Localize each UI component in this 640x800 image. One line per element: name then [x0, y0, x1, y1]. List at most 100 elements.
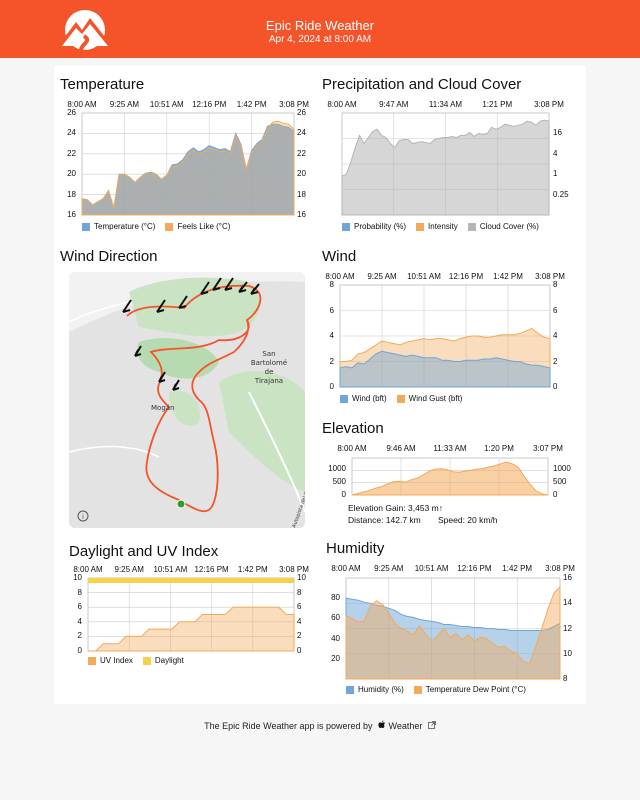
legend-cloud-cover: Cloud Cover (%) — [467, 222, 539, 231]
x-tick-label: 8:00 AM — [67, 100, 97, 109]
y-tick-label: 20 — [297, 169, 306, 179]
x-tick-label: 3:08 PM — [534, 100, 564, 109]
x-tick-label: 9:25 AM — [114, 565, 144, 574]
legend-label: Feels Like (°C) — [177, 222, 231, 231]
legend-daylight: Daylight — [142, 656, 184, 665]
legend-swatch — [142, 656, 151, 665]
x-tick-label: 1:42 PM — [493, 272, 523, 281]
daylight-uv-title: Daylight and UV Index — [69, 543, 219, 560]
x-tick-label: 10:51 AM — [407, 272, 441, 281]
y-tick-label: 4 — [77, 616, 82, 626]
y-tick-label: 14 — [563, 598, 572, 608]
info-circle-icon[interactable]: i — [77, 510, 89, 522]
y-tick-label: 6 — [553, 305, 558, 315]
precipitation-title: Precipitation and Cloud Cover — [322, 76, 522, 93]
y-tick-label: 16 — [67, 210, 76, 219]
footer-text: The Epic Ride Weather app is powered by — [204, 721, 373, 731]
x-tick-label: 1:42 PM — [237, 565, 268, 574]
y-tick-label: 2 — [329, 356, 334, 366]
legend-swatch — [82, 222, 90, 231]
map-canvas: Mogán San Bartolomé de Tirajana Autopist… — [69, 272, 305, 528]
legend-label: Intensity — [428, 222, 458, 231]
wind-title: Wind — [322, 248, 357, 265]
x-tick-label: 12:16 PM — [448, 272, 484, 281]
map-label-de: de — [265, 368, 274, 376]
temperature-chart — [81, 112, 295, 216]
x-tick-label: 8:00 AM — [331, 564, 361, 573]
x-tick-label: 3:08 PM — [535, 272, 565, 281]
legend-dew-point: Temperature Dew Point (°C) — [413, 685, 526, 694]
humidity-chart — [345, 577, 561, 680]
y-tick-label: 0 — [553, 490, 558, 499]
wind-gust-series — [339, 327, 551, 388]
y-tick-label: 20 — [331, 653, 340, 663]
y-tick-label: 8 — [77, 587, 82, 597]
x-tick-label: 9:25 AM — [374, 564, 404, 573]
map-label-mogan: Mogán — [151, 404, 175, 412]
x-tick-label: 11:33 AM — [433, 444, 467, 453]
x-tick-label: 12:16 PM — [194, 565, 229, 574]
legend-label: Daylight — [154, 656, 184, 665]
svg-text:i: i — [82, 513, 84, 521]
x-tick-label: 10:51 AM — [153, 565, 188, 574]
precipitation-chart — [341, 112, 550, 216]
y-tick-label: 10 — [73, 573, 82, 582]
y-tick-label: 24 — [297, 128, 306, 138]
map-label-tirajana: Tirajana — [254, 377, 283, 385]
x-tick-label: 9:25 AM — [367, 272, 397, 281]
legend-swatch — [346, 685, 354, 694]
x-tick-label: 11:34 AM — [428, 100, 463, 109]
footer: The Epic Ride Weather app is powered by … — [0, 720, 640, 731]
wind-direction-title: Wind Direction — [60, 248, 158, 265]
y-tick-label: 16 — [563, 573, 572, 582]
y-tick-label: 2 — [297, 631, 302, 641]
daylight-band — [88, 578, 294, 583]
legend-swatch — [340, 394, 348, 403]
route-start-marker — [176, 499, 186, 509]
external-link-icon[interactable] — [428, 721, 436, 731]
y-tick-label: 8 — [297, 587, 302, 597]
y-tick-label: 0 — [297, 646, 302, 655]
humidity-series — [345, 597, 561, 680]
legend-swatch — [396, 394, 405, 403]
cloud-cover-series — [341, 119, 550, 216]
legend-humidity: Humidity (%) — [346, 685, 404, 694]
ride-date: Apr 4, 2024 at 8:00 AM — [268, 34, 372, 45]
x-tick-label: 1:21 PM — [482, 100, 513, 109]
y-tick-label: 26 — [297, 108, 306, 117]
ride-distance: Distance: 142.7 km — [348, 515, 421, 525]
brand-weather[interactable]: Weather — [388, 721, 423, 731]
elevation-gain: Elevation Gain: 3,453 m↑ — [348, 503, 443, 513]
ride-speed: Speed: 20 km/h — [438, 515, 498, 525]
map-label-bartolome: Bartolomé — [251, 359, 287, 367]
y-tick-label: 4 — [553, 331, 558, 340]
x-tick-label: 8:00 AM — [327, 100, 357, 109]
y-tick-label: 80 — [331, 593, 340, 603]
y-tick-label: 2 — [553, 356, 558, 366]
daylight-uv-chart — [87, 577, 295, 652]
wind-legend: Wind (bft) Wind Gust (bft) — [340, 394, 462, 403]
legend-wind-gust: Wind Gust (bft) — [396, 394, 462, 403]
legend-label: Humidity (%) — [358, 685, 404, 694]
y-tick-label: 4 — [553, 148, 558, 158]
daylight-uv-legend: UV Index Daylight — [88, 656, 184, 665]
x-tick-label: 1:20 PM — [484, 444, 514, 453]
y-tick-label: 18 — [67, 189, 76, 199]
y-tick-label: 4 — [297, 616, 302, 626]
legend-label: UV Index — [100, 656, 133, 665]
x-tick-label: 10:51 AM — [149, 100, 184, 109]
y-tick-label: 8 — [553, 280, 558, 289]
mountain-road-logo-icon — [58, 10, 112, 54]
x-tick-label: 12:16 PM — [457, 564, 492, 573]
x-tick-label: 1:42 PM — [502, 564, 533, 573]
y-tick-label: 0 — [341, 490, 346, 499]
elevation-title: Elevation — [322, 420, 384, 437]
x-tick-label: 8:00 AM — [337, 444, 367, 453]
route-map[interactable]: Mogán San Bartolomé de Tirajana Autopist… — [69, 272, 305, 528]
elevation-series — [351, 461, 549, 496]
y-tick-label: 8 — [329, 280, 334, 289]
x-tick-label: 9:47 AM — [379, 100, 409, 109]
legend-swatch — [467, 222, 476, 231]
wind-series — [339, 350, 551, 388]
uv-index-series — [88, 606, 295, 652]
